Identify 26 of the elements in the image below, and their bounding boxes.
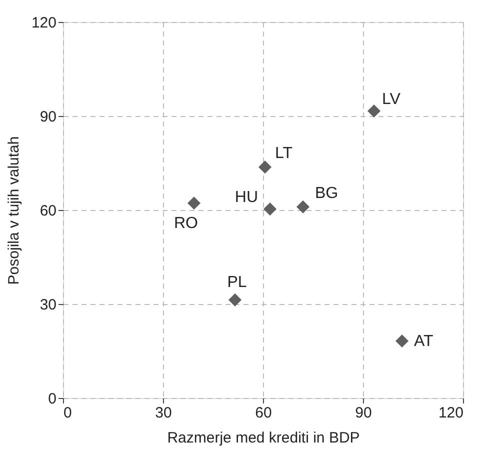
x-tick-label: 60 (255, 404, 272, 422)
x-tick-label: 90 (355, 404, 372, 422)
point (296, 200, 310, 214)
annotation: BG (315, 184, 338, 202)
point (367, 104, 381, 118)
x-tick-label: 30 (155, 404, 172, 422)
x-tick-label: 120 (438, 404, 464, 422)
y-tick-label: 90 (40, 108, 56, 126)
annotation: PL (227, 274, 247, 291)
x-axis-title: Razmerje med krediti in BDP (167, 430, 360, 446)
y-tick-label: 0 (48, 390, 56, 408)
x-tick-label: 0 (64, 404, 72, 422)
y-axis-title: Posojila v tujih valutah (5, 136, 22, 285)
y-tick-label: 60 (40, 202, 56, 220)
annotation: LT (275, 145, 293, 162)
point (187, 196, 201, 210)
y-tick-label: 30 (40, 296, 56, 314)
point (258, 160, 272, 174)
y-tick-label: 120 (31, 14, 56, 32)
point (228, 293, 242, 306)
point (263, 202, 277, 216)
annotation: RO (174, 215, 198, 232)
annotation: AT (414, 332, 434, 350)
annotation: HU (234, 189, 258, 206)
annotation: LV (382, 90, 401, 108)
point (395, 334, 409, 348)
